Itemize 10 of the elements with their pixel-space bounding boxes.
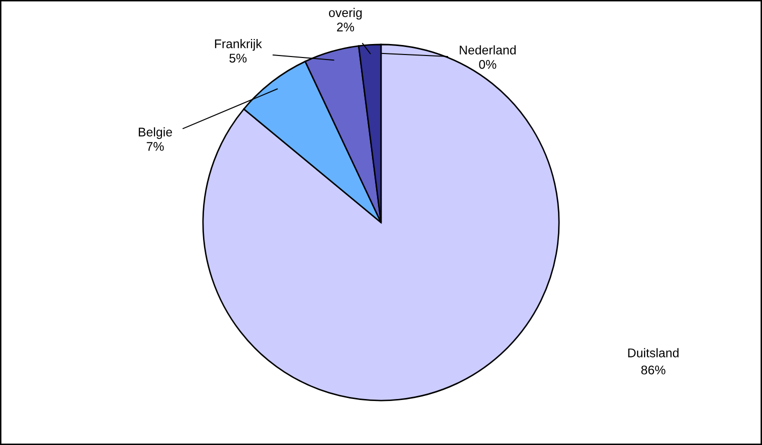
data-label: 7%: [146, 142, 164, 151]
slice-label: Belgie: [138, 127, 172, 139]
slice-label: Frankrijk: [215, 39, 262, 51]
slice-label: overig: [328, 8, 362, 20]
data-label: 2%: [337, 22, 354, 32]
data-label: 86%: [641, 366, 666, 374]
category-label: Nederland: [460, 45, 516, 54]
slice-label: Duitsland: [628, 348, 679, 358]
data-label: 5%: [229, 54, 247, 63]
text: 0%: [479, 60, 496, 69]
